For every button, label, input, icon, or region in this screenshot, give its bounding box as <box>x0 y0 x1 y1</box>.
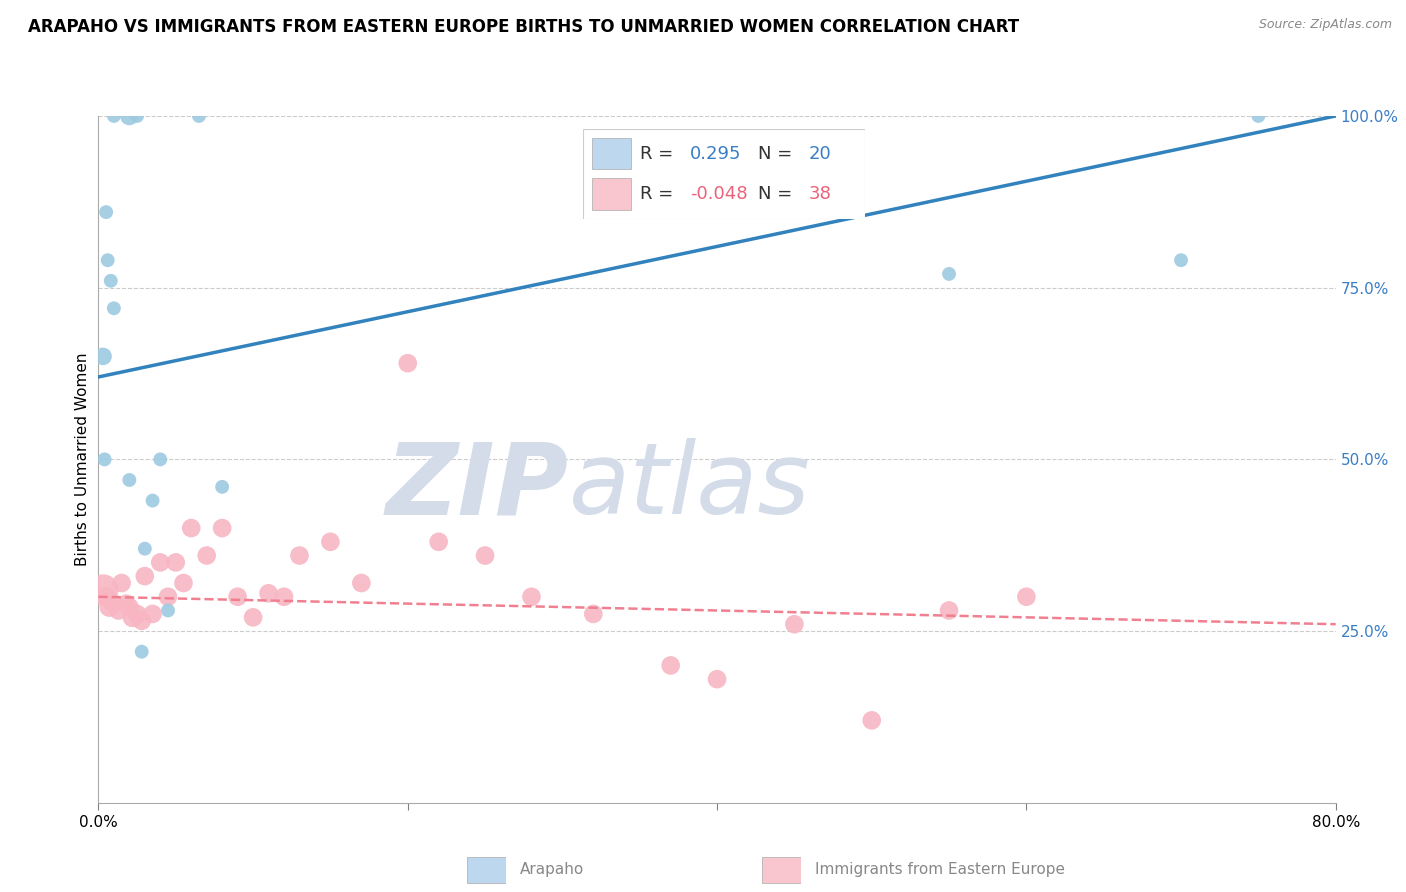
Point <box>118 109 141 123</box>
Point <box>319 534 342 549</box>
Point <box>211 480 233 494</box>
Text: -0.048: -0.048 <box>690 185 748 202</box>
Point <box>98 600 121 615</box>
Point <box>100 274 122 288</box>
Point <box>142 493 165 508</box>
Point <box>1170 253 1192 268</box>
Point <box>142 607 165 621</box>
Text: 0.295: 0.295 <box>690 145 742 163</box>
Bar <box>592 138 631 169</box>
Point <box>1015 590 1038 604</box>
Point <box>1247 109 1270 123</box>
Point <box>257 586 280 600</box>
Bar <box>592 178 631 210</box>
Point <box>860 714 883 728</box>
Point <box>96 590 118 604</box>
Text: 38: 38 <box>808 185 831 202</box>
Point <box>474 549 496 563</box>
Point <box>211 521 233 535</box>
Point <box>582 607 605 621</box>
Point <box>111 576 134 591</box>
Point <box>520 590 543 604</box>
Point <box>149 555 172 570</box>
Point <box>288 549 311 563</box>
Point <box>118 473 141 487</box>
Bar <box>467 857 506 882</box>
FancyBboxPatch shape <box>583 129 865 219</box>
Point <box>91 582 114 597</box>
Point <box>131 614 153 628</box>
Text: N =: N = <box>758 185 797 202</box>
Text: Immigrants from Eastern Europe: Immigrants from Eastern Europe <box>815 863 1066 877</box>
Point <box>107 603 129 617</box>
Text: N =: N = <box>758 145 797 163</box>
Y-axis label: Births to Unmarried Women: Births to Unmarried Women <box>75 352 90 566</box>
Point <box>157 590 180 604</box>
Point <box>188 109 211 123</box>
Point <box>165 555 187 570</box>
Point <box>93 452 115 467</box>
Point <box>149 452 172 467</box>
Point <box>938 267 960 281</box>
Point <box>157 603 180 617</box>
Point <box>706 672 728 686</box>
Point <box>127 607 149 621</box>
Text: Source: ZipAtlas.com: Source: ZipAtlas.com <box>1258 18 1392 31</box>
Point <box>938 603 960 617</box>
Point <box>180 521 202 535</box>
Point <box>396 356 419 370</box>
Point <box>91 350 114 364</box>
Point <box>783 617 806 632</box>
Point <box>134 569 156 583</box>
Text: R =: R = <box>640 145 679 163</box>
Point <box>350 576 373 591</box>
Text: atlas: atlas <box>568 438 810 535</box>
Text: 20: 20 <box>808 145 831 163</box>
Point <box>273 590 295 604</box>
Point <box>115 597 138 611</box>
Point <box>134 541 156 556</box>
Point <box>103 597 125 611</box>
Point <box>226 590 249 604</box>
Point <box>96 205 118 219</box>
Point <box>195 549 218 563</box>
Point <box>173 576 195 591</box>
Point <box>242 610 264 624</box>
Point <box>103 109 125 123</box>
Point <box>103 301 125 316</box>
Text: ZIP: ZIP <box>385 438 568 535</box>
Point <box>118 600 141 615</box>
Point <box>127 109 149 123</box>
Point <box>121 610 143 624</box>
Point <box>659 658 682 673</box>
Text: R =: R = <box>640 185 679 202</box>
Point <box>427 534 450 549</box>
Point <box>97 253 120 268</box>
Text: ARAPAHO VS IMMIGRANTS FROM EASTERN EUROPE BIRTHS TO UNMARRIED WOMEN CORRELATION : ARAPAHO VS IMMIGRANTS FROM EASTERN EUROP… <box>28 18 1019 36</box>
Point <box>131 645 153 659</box>
Bar <box>762 857 801 882</box>
Text: Arapaho: Arapaho <box>520 863 585 877</box>
